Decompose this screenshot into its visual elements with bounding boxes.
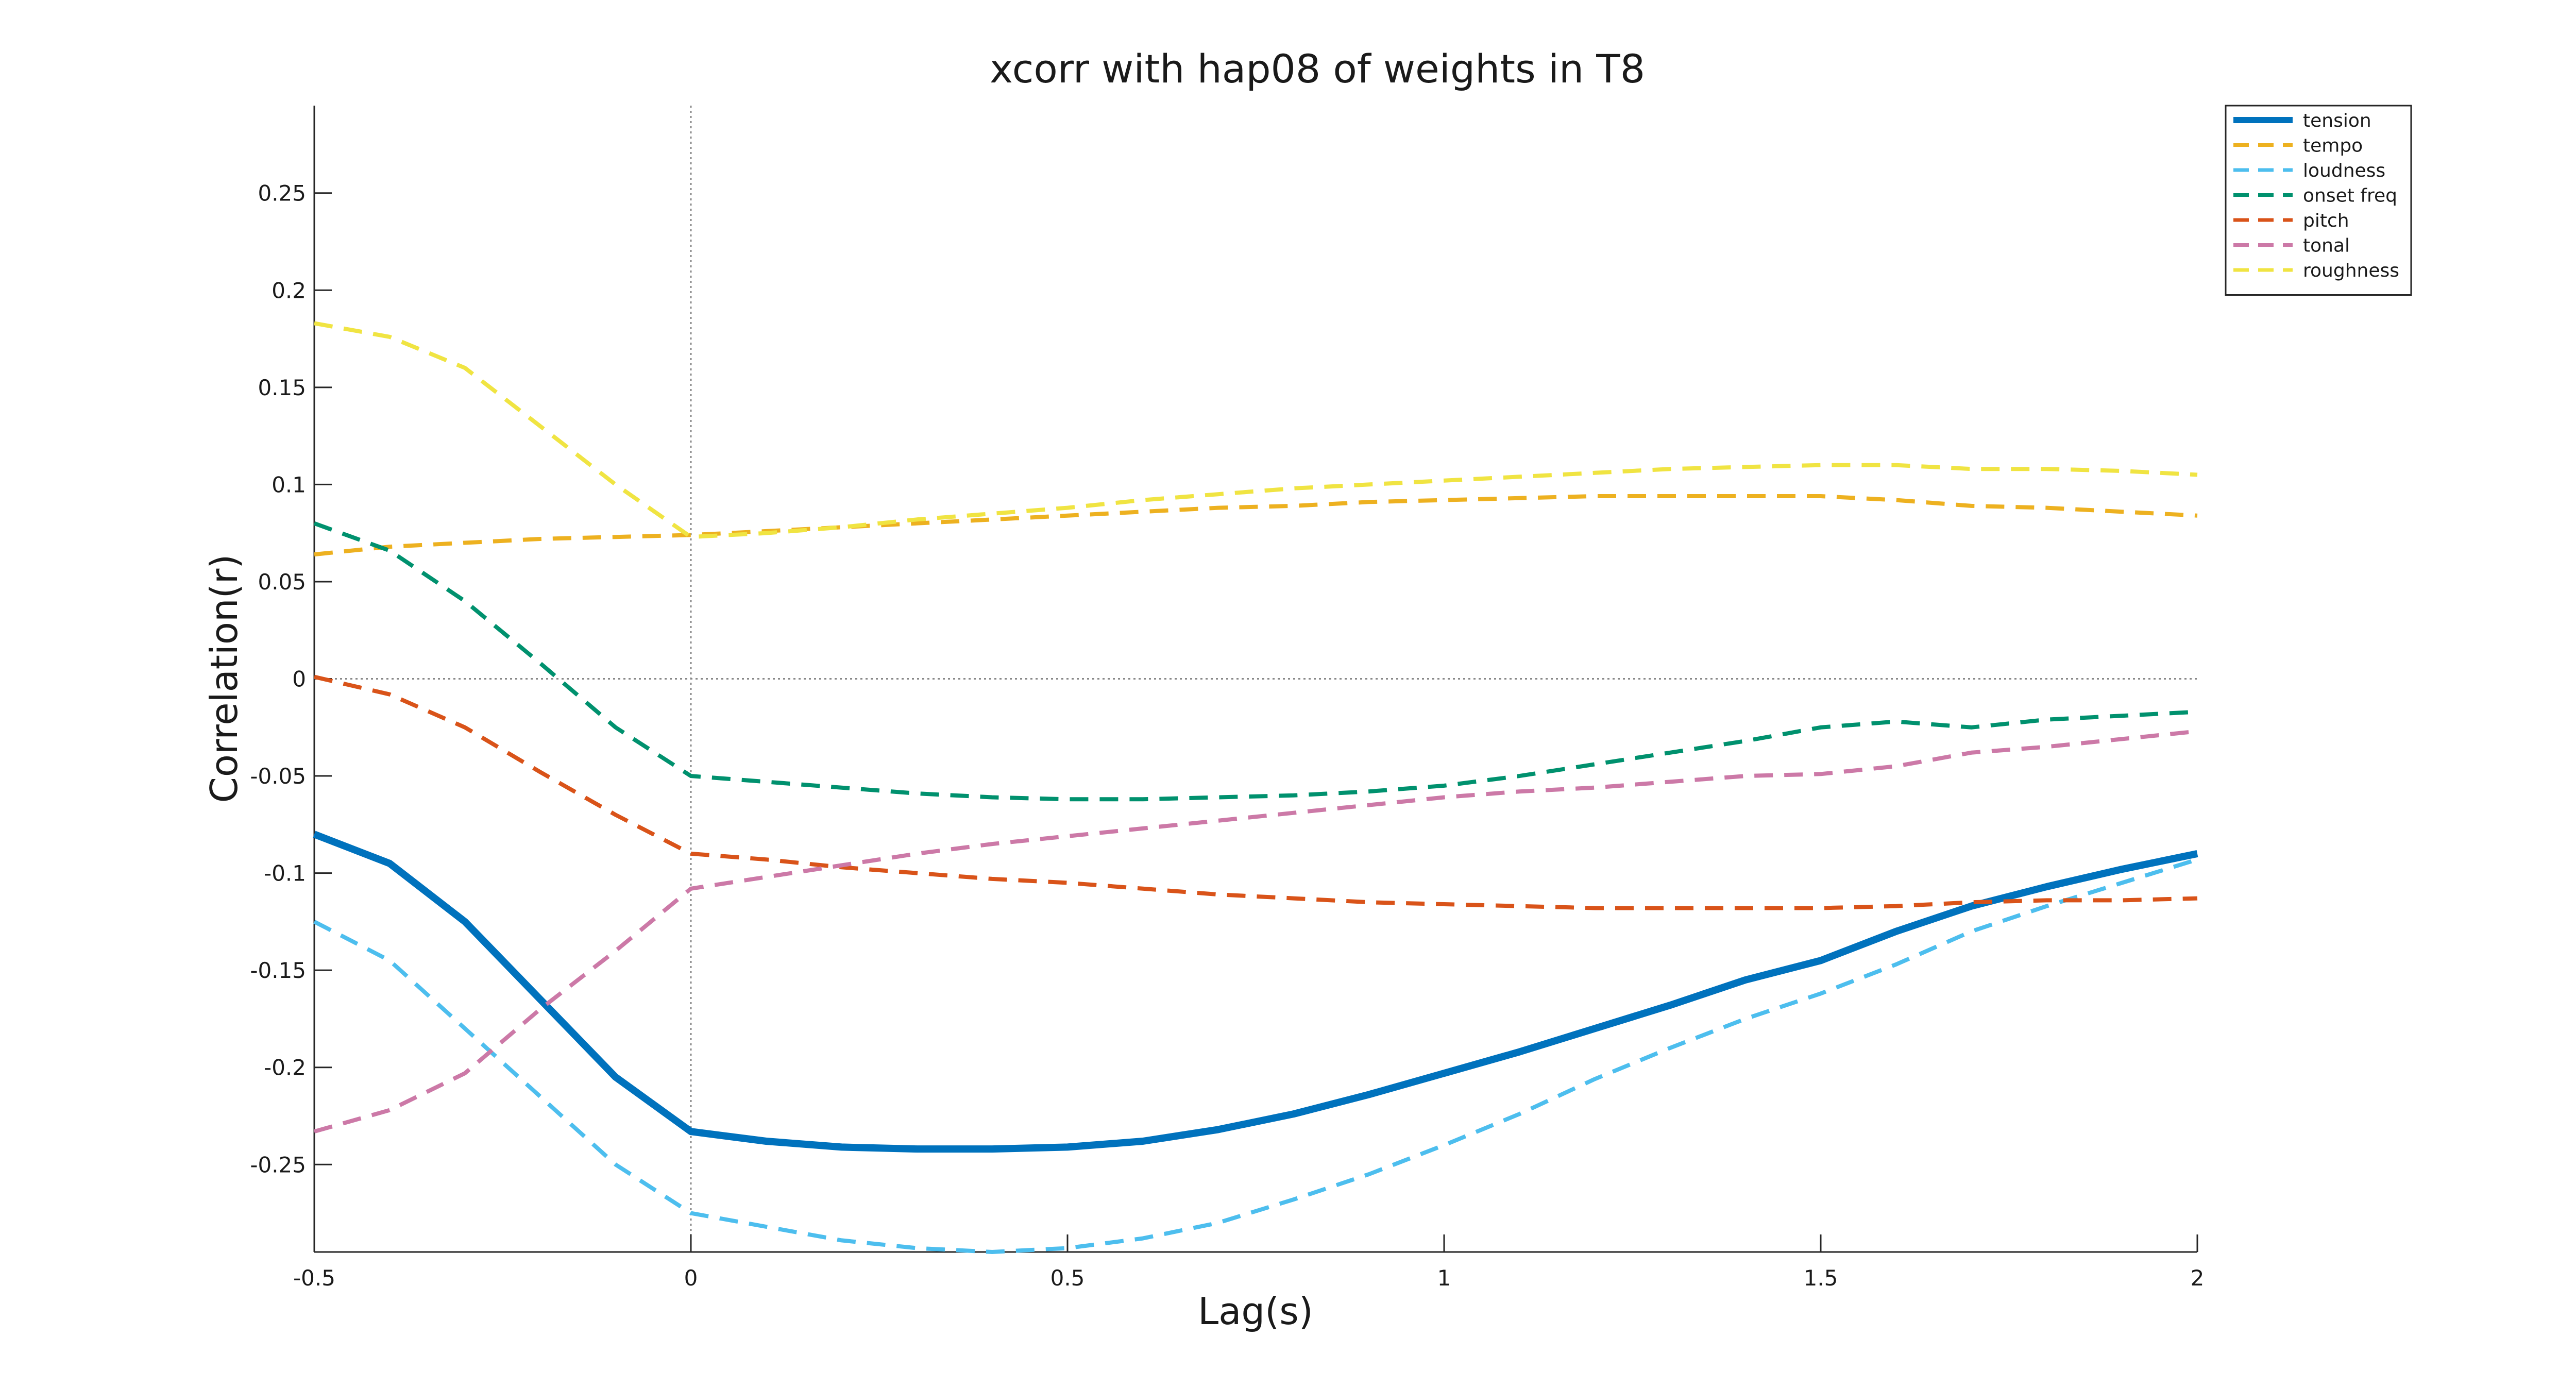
series-line-tempo bbox=[314, 494, 2198, 557]
y-tick-label: 0.25 bbox=[258, 181, 306, 206]
legend-label-tension: tension bbox=[2303, 110, 2371, 131]
series-line-tension bbox=[313, 831, 2198, 1153]
legend-label-roughness: roughness bbox=[2303, 260, 2399, 281]
y-tick-label: 0 bbox=[292, 667, 306, 692]
x-ticks: -0.5 0 0.5 1 1.5 2 bbox=[293, 1234, 2204, 1291]
y-axis-label: Correlation(r) bbox=[202, 554, 246, 803]
y-tick-label: 0.1 bbox=[272, 472, 306, 497]
series-line-tonal bbox=[313, 729, 2198, 1134]
legend-label-loudness: loudness bbox=[2303, 160, 2385, 181]
series-line-loudness bbox=[313, 857, 2198, 1254]
y-tick-label: 0.2 bbox=[272, 278, 306, 303]
x-tick-label: 2 bbox=[2191, 1265, 2205, 1291]
x-tick-label: 0.5 bbox=[1050, 1265, 1085, 1291]
y-tick-label: -0.15 bbox=[250, 958, 306, 983]
y-tick-label: -0.2 bbox=[264, 1055, 306, 1080]
axes bbox=[313, 106, 2197, 1253]
x-tick-label: 0 bbox=[684, 1265, 698, 1291]
legend-box bbox=[2225, 105, 2412, 296]
legend-label-tempo: tempo bbox=[2303, 136, 2363, 157]
y-tick-label: 0.15 bbox=[258, 375, 306, 400]
x-tick-label: 1 bbox=[1437, 1265, 1451, 1291]
x-tick-label: -0.5 bbox=[293, 1265, 335, 1291]
x-axis-label: Lag(s) bbox=[1198, 1290, 1313, 1333]
series-layer bbox=[313, 321, 2198, 1254]
x-tick-label: 1.5 bbox=[1804, 1265, 1838, 1291]
series-line-onset-freq bbox=[313, 521, 2198, 802]
legend-label-tonal: tonal bbox=[2303, 235, 2350, 257]
series-line-roughness bbox=[314, 321, 2198, 539]
legend: tension tempo loudness onset freq pitch tonal… bbox=[2225, 105, 2412, 296]
y-tick-label: -0.25 bbox=[250, 1152, 306, 1177]
legend-label-pitch: pitch bbox=[2303, 210, 2349, 231]
legend-label-onset-freq: onset freq bbox=[2303, 185, 2397, 207]
y-tick-label: 0.05 bbox=[258, 569, 306, 595]
y-tick-label: -0.05 bbox=[250, 764, 306, 789]
y-ticks: -0.25 -0.2 -0.15 -0.1 -0.05 0 0.05 0.1 0.15 0.2 0.… bbox=[250, 181, 332, 1177]
y-tick-label: -0.1 bbox=[264, 861, 306, 886]
chart-title: xcorr with hap08 of weights in T8 bbox=[990, 46, 1645, 92]
